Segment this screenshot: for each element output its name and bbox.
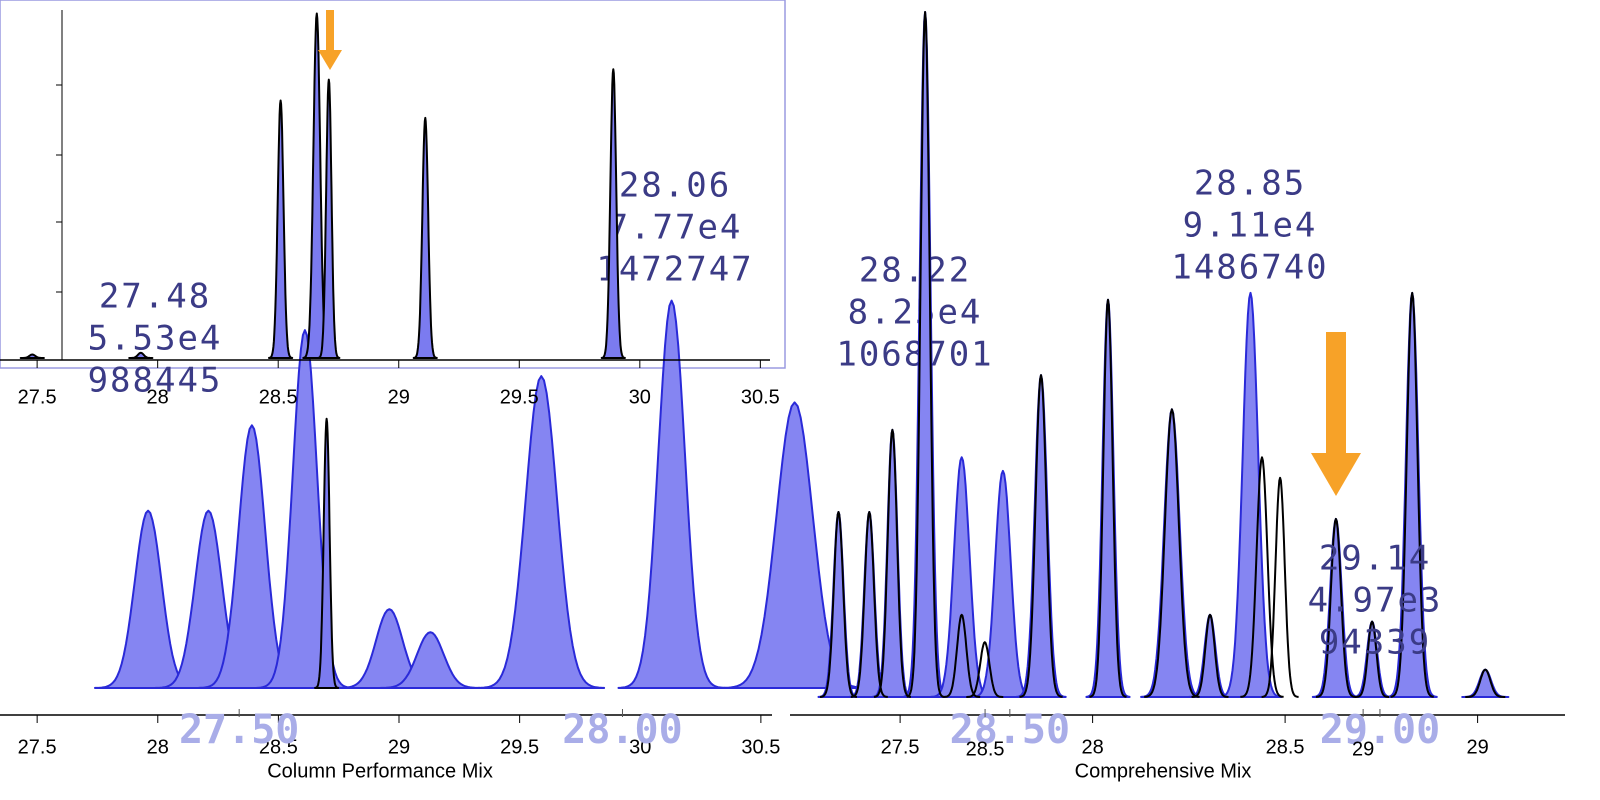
x3-tick-label: 28.5 <box>966 738 1005 760</box>
peak <box>819 511 858 698</box>
peak-annotation: 1068701 <box>836 335 993 375</box>
x-tick-label: 29 <box>1466 736 1488 758</box>
x-tick-label: 28.5 <box>259 736 298 758</box>
peak-annotation: 1486740 <box>1171 248 1328 288</box>
peak-annotation: 27.48 <box>99 277 211 317</box>
peak <box>376 631 485 689</box>
peak-annotation: 8.25e4 <box>848 293 983 333</box>
peak-annotation: 4.97e3 <box>1308 581 1443 621</box>
peak <box>1390 291 1434 698</box>
peak-annotation: 28.06 <box>619 166 731 206</box>
x-tick-label: 30 <box>629 386 651 408</box>
peak <box>317 78 341 359</box>
peak <box>1015 374 1067 698</box>
x-tick-label: 27.5 <box>881 736 920 758</box>
peak <box>128 351 154 359</box>
peak <box>412 116 438 359</box>
peak <box>477 375 606 689</box>
peak <box>19 353 45 359</box>
plot-layer: 27.5 28 28.5 29 29.5 30 30.5 27.50 28.00 Column P… <box>0 11 1565 782</box>
peak-annotation: 94339 <box>1319 623 1431 663</box>
x-tick-label: 29 <box>388 386 410 408</box>
x-tick-label: 28 <box>147 386 169 408</box>
peak-annotation: 5.53e4 <box>88 319 223 359</box>
chromatogram-2: 27.5 28 28.5 29 28.50 29.00 28.5 29 Comprehensiv… <box>790 11 1565 782</box>
x-tick-label: 28 <box>1081 736 1103 758</box>
peak-annotation: 1472747 <box>596 250 753 290</box>
peak <box>617 299 726 689</box>
peak <box>906 11 944 698</box>
peak-annotation: 988445 <box>88 361 223 401</box>
peak-annotation: 28.22 <box>859 251 971 291</box>
x2-tick-label: 28.00 <box>562 707 682 753</box>
peak <box>873 428 912 698</box>
x3-tick-label: 29 <box>1352 738 1374 760</box>
chromatogram-0: 27.5 28 28.5 29 29.5 30 30.5 <box>0 12 780 408</box>
peak <box>1085 298 1131 698</box>
peak-annotation: 9.11e4 <box>1183 206 1318 246</box>
arrow-head <box>1311 453 1361 496</box>
peak <box>1461 668 1510 698</box>
peak <box>1089 298 1127 698</box>
orange-arrows <box>318 10 1361 496</box>
x2-tick-label: 29.00 <box>1320 707 1440 753</box>
x-tick-label: 29 <box>388 736 410 758</box>
peak <box>1218 291 1283 698</box>
peak <box>1019 374 1063 698</box>
peak <box>1140 408 1204 698</box>
peak <box>971 469 1035 698</box>
x-tick-label: 28.5 <box>259 386 298 408</box>
peak-annotation: 7.77e4 <box>608 208 743 248</box>
caption: Column Performance Mix <box>267 760 493 782</box>
peak <box>929 456 994 698</box>
arrow-shaft <box>326 10 334 52</box>
x-tick-label: 27.5 <box>18 386 57 408</box>
peak <box>314 417 340 689</box>
x-tick-label: 29.5 <box>500 386 539 408</box>
arrow-shaft <box>1326 332 1346 456</box>
peak <box>1240 456 1284 698</box>
peak <box>1354 620 1390 698</box>
peak <box>966 641 1004 698</box>
x-tick-label: 30.5 <box>741 386 780 408</box>
arrow-head <box>318 50 342 70</box>
caption: Comprehensive Mix <box>1075 760 1252 782</box>
inset-panel <box>0 0 786 369</box>
peak <box>1144 408 1200 698</box>
x-tick-label: 30 <box>629 736 651 758</box>
peak <box>1191 613 1229 698</box>
peak-annotation: 29.14 <box>1319 539 1431 579</box>
x-tick-label: 30.5 <box>741 736 780 758</box>
x-tick-label: 27.5 <box>18 736 57 758</box>
peak <box>1465 668 1506 698</box>
peak <box>1261 476 1299 698</box>
x2-tick-label: 27.50 <box>179 707 299 753</box>
peak <box>850 511 888 698</box>
peak <box>600 68 626 359</box>
x-tick-label: 29.5 <box>500 736 539 758</box>
chromatogram-1: 27.5 28 28.5 29 29.5 30 30.5 27.50 28.00 Column P… <box>0 166 993 782</box>
x-tick-label: 28.5 <box>1266 736 1305 758</box>
peak-annotation: 28.85 <box>1194 164 1306 204</box>
x-tick-label: 28 <box>147 736 169 758</box>
peak <box>1187 613 1233 698</box>
peak <box>268 99 294 359</box>
peak <box>1315 517 1357 698</box>
x2-tick-label: 28.50 <box>950 707 1070 753</box>
